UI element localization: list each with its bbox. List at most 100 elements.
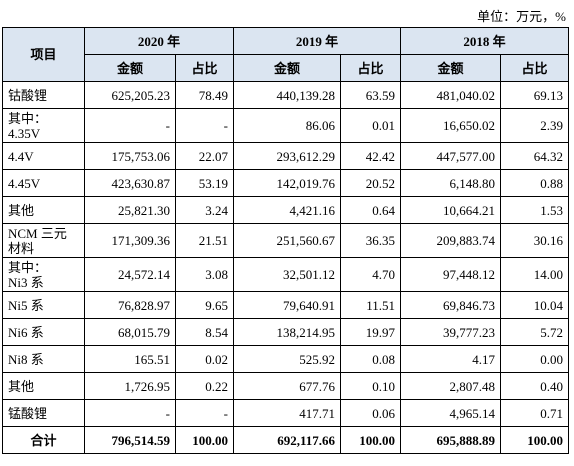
row-label: 4.45V [2, 169, 85, 197]
header-cell: 2018 年 [400, 27, 570, 55]
value-cell: 19.97 [340, 318, 402, 346]
value-cell: 481,040.02 [400, 81, 502, 109]
value-cell: 10.04 [500, 291, 570, 319]
value-cell: 0.08 [340, 345, 402, 373]
row-label: Ni5 系 [2, 291, 85, 319]
table-row: 4.45V 423,630.87 53.19 142,019.76 20.52 6,148… [2, 169, 570, 197]
value-cell: 21.51 [174, 223, 235, 258]
table-row: 其他 25,821.30 3.24 4,421.16 0.64 10,664.21 1.53 [2, 196, 570, 224]
value-cell: 0.71 [500, 399, 570, 427]
value-cell: 53.19 [174, 169, 235, 197]
value-cell: 79,640.91 [233, 291, 342, 319]
table-row: 其他 1,726.95 0.22 677.76 0.10 2,807.48 0.40 [2, 372, 570, 400]
row-label: 锰酸锂 [2, 399, 85, 427]
value-cell: 2,807.48 [400, 372, 502, 400]
header-cell: 金额 [400, 54, 502, 82]
value-cell: 4,421.16 [233, 196, 342, 224]
table-row: Ni5 系 76,828.97 9.65 79,640.91 11.51 69,846.7… [2, 291, 570, 319]
header-cell: 2019 年 [233, 27, 402, 55]
value-cell: 138,214.95 [233, 318, 342, 346]
value-cell: 10,664.21 [400, 196, 502, 224]
value-cell: 20.52 [340, 169, 402, 197]
value-cell: 32,501.12 [233, 257, 342, 292]
table-row: 合计 796,514.59 100.00 692,117.66 100.00 695,88… [2, 426, 570, 454]
value-cell: 8.54 [174, 318, 235, 346]
row-label: 其他 [2, 196, 85, 224]
value-cell: 25,821.30 [84, 196, 176, 224]
value-cell: 165.51 [84, 345, 176, 373]
header-cell: 项目 [2, 27, 85, 82]
value-cell: 171,309.36 [84, 223, 176, 258]
value-cell: 3.08 [174, 257, 235, 292]
table-row: 锰酸锂 - -417.71 0.06 4,965.14 0.71 [2, 399, 570, 427]
value-cell: 440,139.28 [233, 81, 342, 109]
data-table: 项目 2020 年 2019 年 2018 年 金额 占比 金额 占比 金额 占比 钴酸锂… [2, 27, 570, 454]
value-cell: 0.06 [340, 399, 402, 427]
value-cell: 14.00 [500, 257, 570, 292]
row-label: Ni6 系 [2, 318, 85, 346]
value-cell: 30.16 [500, 223, 570, 258]
value-cell: - [84, 108, 176, 143]
value-cell: 0.22 [174, 372, 235, 400]
value-cell: 68,015.79 [84, 318, 176, 346]
table-row: NCM 三元 材料 171,309.36 21.51 251,560.67 36.35 2… [2, 223, 570, 258]
header-cell: 占比 [500, 54, 570, 82]
value-cell: 100.00 [174, 426, 235, 454]
value-cell: - [84, 399, 176, 427]
value-cell: 525.92 [233, 345, 342, 373]
value-cell: 24,572.14 [84, 257, 176, 292]
row-label: 其他 [2, 372, 85, 400]
value-cell: 69,846.73 [400, 291, 502, 319]
header-row: 项目 2020 年 2019 年 2018 年 [2, 27, 570, 82]
value-cell: 4.70 [340, 257, 402, 292]
header-cell: 占比 [340, 54, 402, 82]
value-cell: 447,577.00 [400, 142, 502, 170]
value-cell: 695,888.89 [400, 426, 502, 454]
value-cell: 63.59 [340, 81, 402, 109]
value-cell: 175,753.06 [84, 142, 176, 170]
table-row: 其中： 4.35V - -86.06 0.01 16,650.02 2.39 [2, 108, 570, 143]
value-cell: 64.32 [500, 142, 570, 170]
header-row: 金额 占比 金额 占比 金额 占比 [3, 54, 570, 82]
value-cell: - [174, 399, 235, 427]
header-cell: 2020 年 [83, 27, 235, 55]
value-cell: 97,448.12 [400, 257, 502, 292]
value-cell: 0.10 [340, 372, 402, 400]
value-cell: 4,965.14 [400, 399, 502, 427]
value-cell: 1.53 [500, 196, 570, 224]
row-label: 合计 [2, 426, 85, 454]
value-cell: 0.88 [500, 169, 570, 197]
table-row: 4.4V 175,753.06 22.07 293,612.29 42.42 447,57… [2, 142, 570, 170]
row-label: 钴酸锂 [2, 81, 85, 109]
value-cell: 22.07 [174, 142, 235, 170]
header-cell: 金额 [233, 54, 342, 82]
row-label: 其中： Ni3 系 [2, 257, 85, 292]
value-cell: 0.01 [340, 108, 402, 143]
header-cell: 金额 [84, 54, 176, 82]
value-cell: 9.65 [174, 291, 235, 319]
value-cell: 16,650.02 [400, 108, 502, 143]
row-label: NCM 三元 材料 [2, 223, 85, 258]
row-label: Ni8 系 [2, 345, 85, 373]
unit-note: 单位：万元，% [477, 9, 566, 24]
value-cell: 76,828.97 [84, 291, 176, 319]
value-cell: 209,883.74 [400, 223, 502, 258]
table-row: Ni6 系 68,015.79 8.54 138,214.95 19.97 39,777.… [2, 318, 570, 346]
value-cell: 11.51 [340, 291, 402, 319]
value-cell: 0.40 [500, 372, 570, 400]
value-cell: 42.42 [340, 142, 402, 170]
value-cell: 796,514.59 [84, 426, 176, 454]
value-cell: 1,726.95 [84, 372, 176, 400]
value-cell: 5.72 [500, 318, 570, 346]
table-row: 其中： Ni3 系 24,572.14 3.08 32,501.12 4.70 97,44… [2, 257, 570, 292]
value-cell: 100.00 [500, 426, 570, 454]
value-cell: 625,205.23 [84, 81, 176, 109]
value-cell: 3.24 [174, 196, 235, 224]
value-cell: 0.02 [174, 345, 235, 373]
value-cell: 0.64 [340, 196, 402, 224]
row-label: 其中： 4.35V [2, 108, 85, 143]
value-cell: 6,148.80 [400, 169, 502, 197]
value-cell: 86.06 [233, 108, 342, 143]
value-cell: 423,630.87 [84, 169, 176, 197]
